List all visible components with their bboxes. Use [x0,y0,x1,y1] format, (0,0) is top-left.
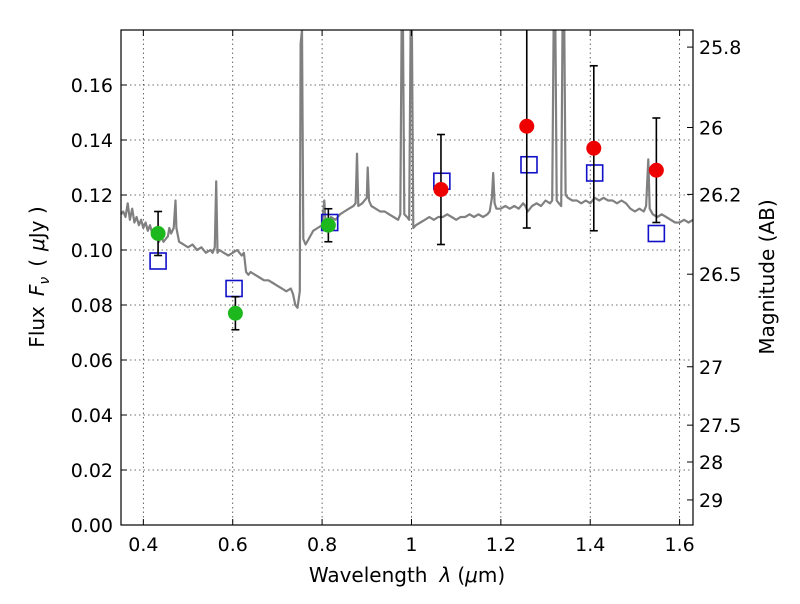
observed-point [586,140,602,156]
tick-labels: 0.4 0.6 0.8 1 1.2 1.4 1.6 0.00 0.02 0.04 0.06 0.08 0… [71,37,742,556]
grid [121,30,693,526]
spectrum-line [121,30,693,309]
observed-point [227,305,243,321]
x-tick-label: 1.4 [575,534,605,556]
plot-frame [120,29,694,526]
model-square-marker [647,224,666,243]
observed-photometry-markers [150,30,664,331]
y2-tick-label: 27 [699,357,723,379]
y2-tick-label: 26 [699,118,723,140]
x-tick-label: 1.2 [486,534,516,556]
x-tick-label: 0.6 [218,534,248,556]
y2-tick-label: 26.2 [699,184,741,206]
observed-point [150,226,166,241]
axis-ticks [121,30,693,526]
observed-point [519,118,535,134]
y-tick-label: 0.00 [71,515,113,537]
x-tick-label: 0.4 [128,534,158,556]
model-photometry-markers [149,155,666,298]
model-square-marker [225,279,243,298]
y2-axis-label: Magnitude (AB) [755,199,779,354]
y-tick-label: 0.10 [71,240,113,262]
observed-point [433,182,449,197]
y2-tick-label: 27.5 [699,415,741,437]
y-tick-label: 0.02 [71,460,113,482]
y2-tick-label: 29 [699,490,723,512]
x-tick-label: 1 [405,534,417,556]
y-tick-label: 0.04 [71,405,113,427]
model-spectrum [121,30,693,309]
y2-tick-label: 28 [699,452,723,474]
y-axis-label: FluxFν(μJy ) [25,206,53,347]
y-tick-label: 0.14 [71,130,113,152]
y-tick-label: 0.08 [71,295,113,317]
observed-point [320,217,336,233]
y2-tick-label: 25.8 [699,37,741,59]
y2-tick-label: 26.5 [699,264,741,286]
model-square-marker [520,155,538,174]
observed-point [648,162,664,178]
x-tick-label: 0.8 [307,534,337,556]
y-tick-label: 0.12 [71,185,113,207]
x-tick-label: 1.6 [664,534,694,556]
y-tick-label: 0.06 [71,350,113,372]
model-square-marker [585,164,604,182]
y-tick-label: 0.16 [71,75,113,97]
x-axis-label: Wavelength λ (μm) [309,563,505,587]
